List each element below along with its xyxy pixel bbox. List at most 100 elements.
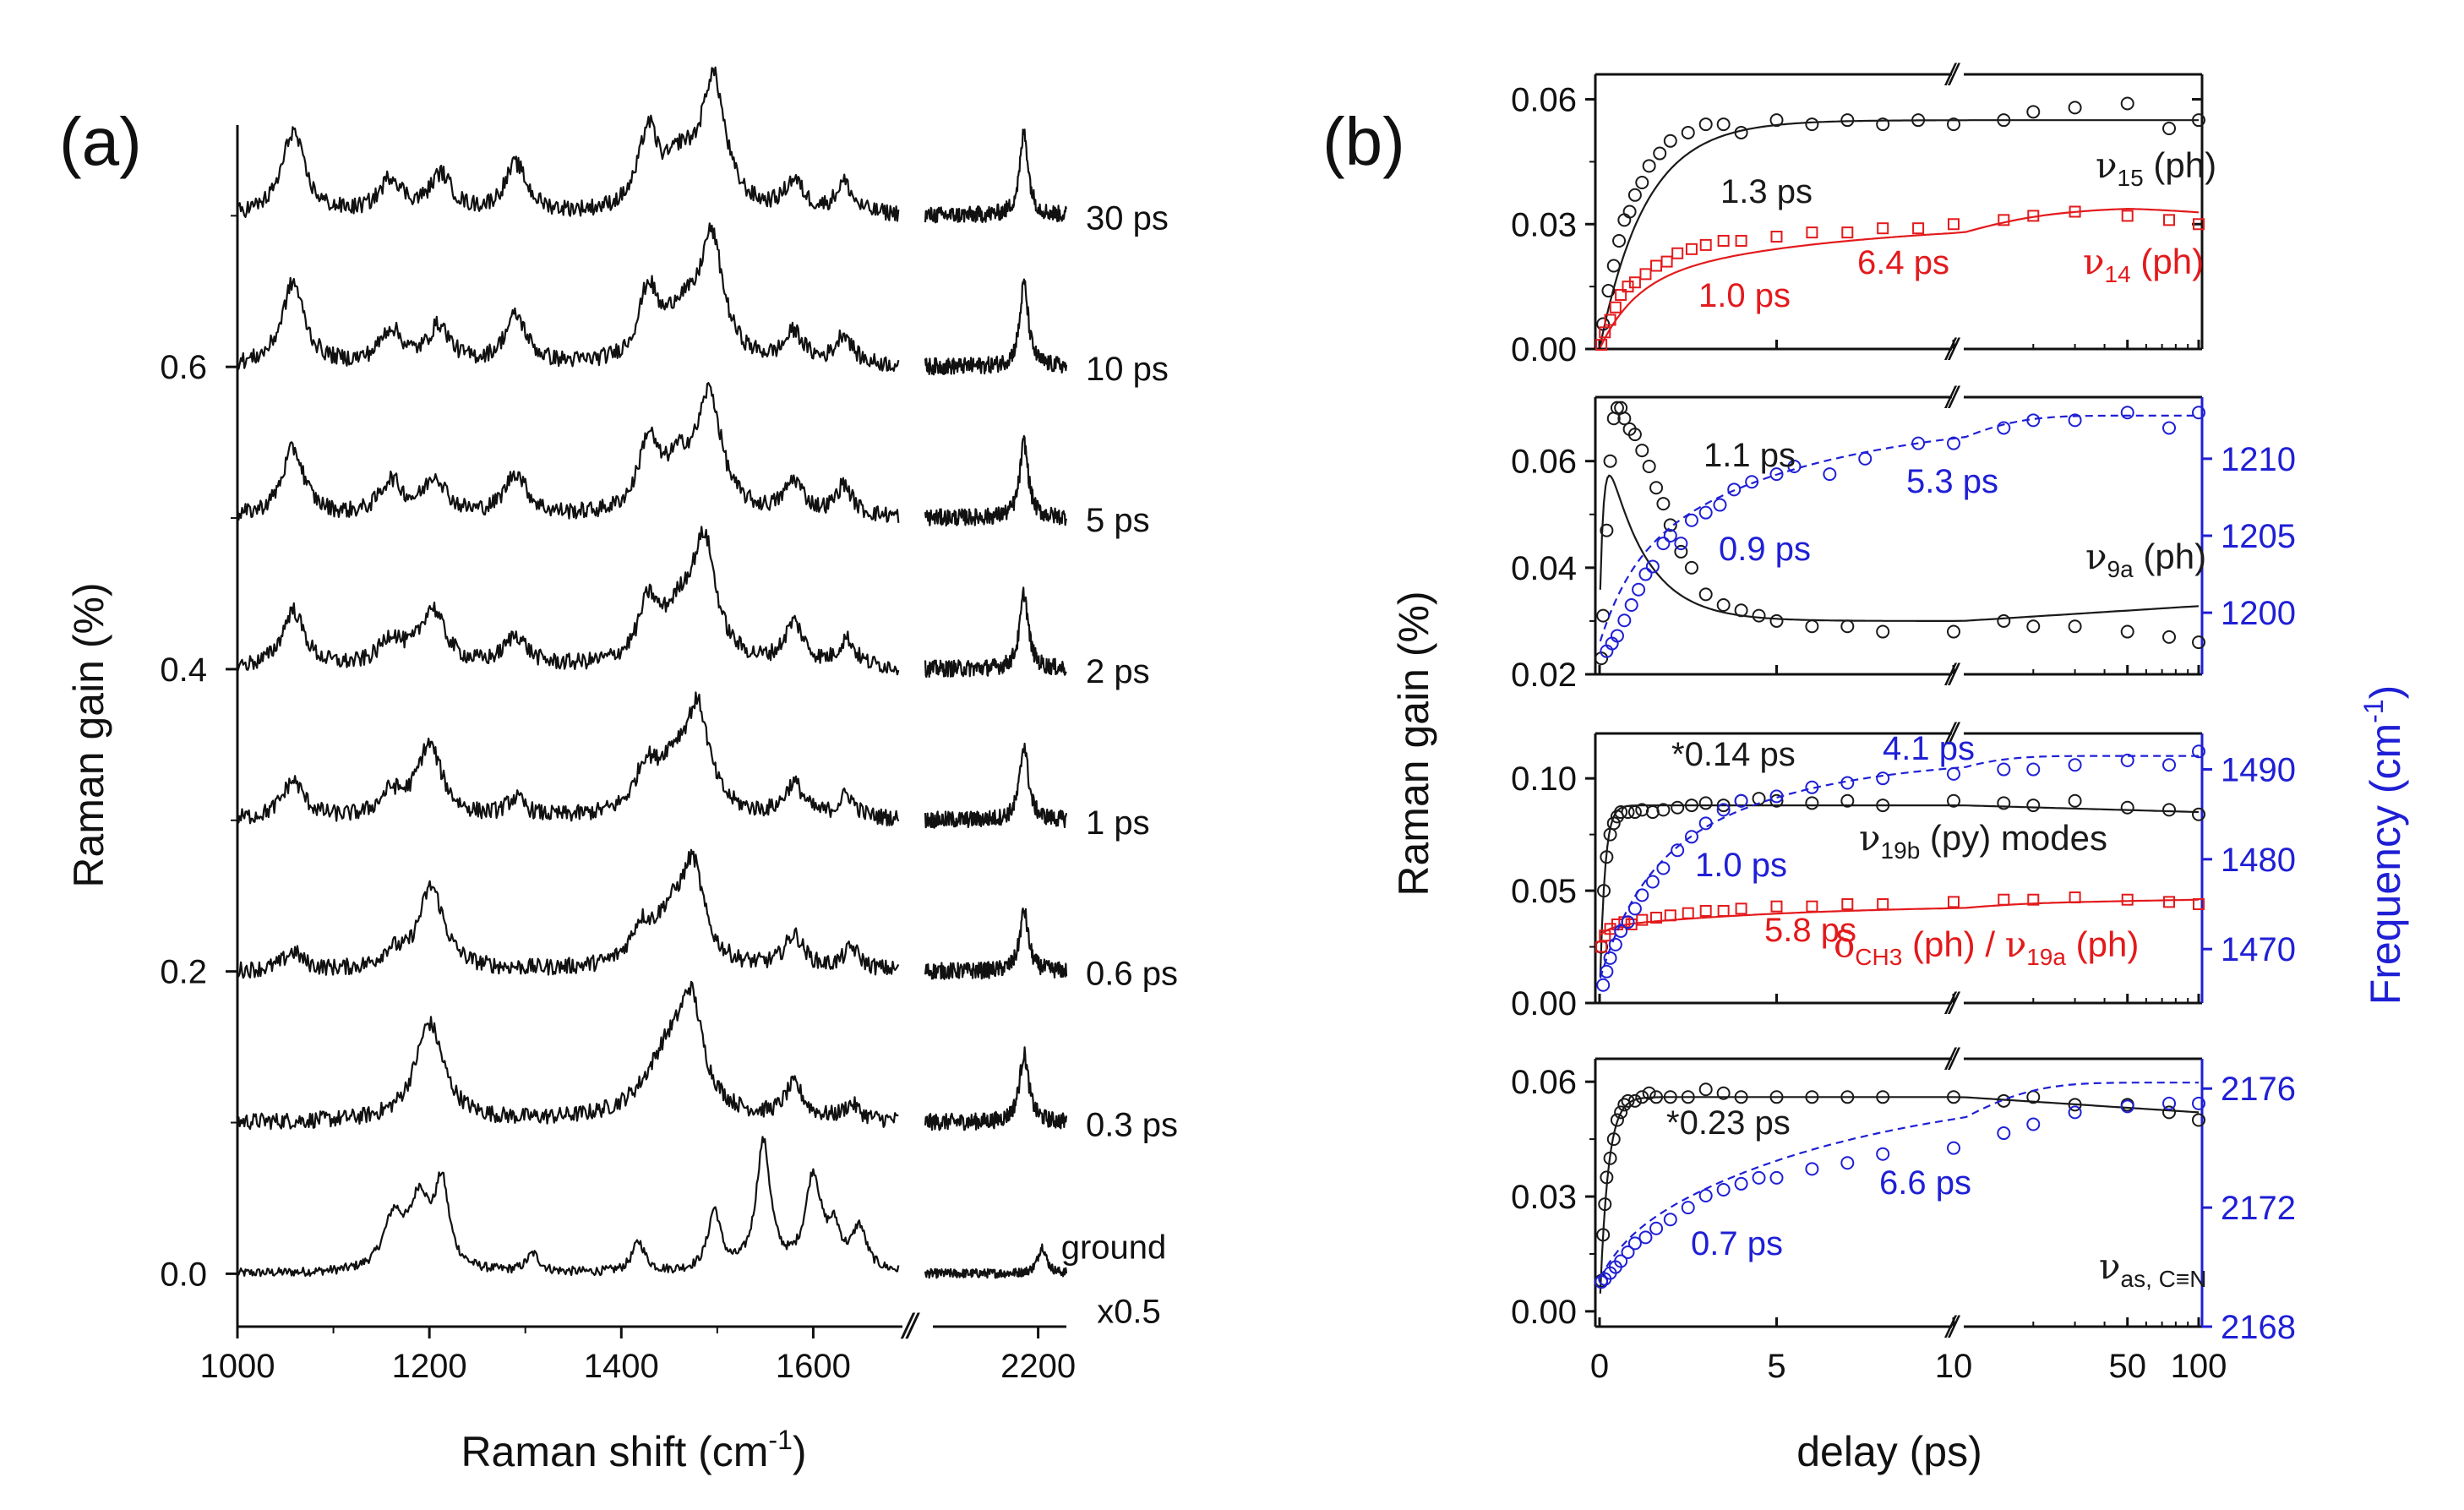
spectrum-trace-0.3-ps-high — [924, 1046, 1068, 1131]
data-point — [2068, 758, 2082, 772]
data-point — [1645, 559, 1660, 574]
data-point — [1716, 117, 1731, 132]
data-point — [1716, 803, 1731, 817]
data-point — [2069, 205, 2081, 218]
data-point — [1716, 1182, 1731, 1197]
data-point — [2163, 214, 2176, 226]
xtick-label: 50 — [2108, 1348, 2146, 1385]
data-point — [1840, 1156, 1855, 1170]
data-point — [1998, 214, 2010, 226]
data-point — [1635, 1090, 1649, 1104]
panel-b-y2label: Frequency (cm-1) — [2358, 685, 2409, 1006]
time-constant-label: *0.14 ps — [1671, 736, 1796, 773]
data-point — [2120, 96, 2134, 111]
data-point — [2162, 758, 2177, 772]
data-point — [2192, 1096, 2205, 1110]
data-point — [1622, 204, 1637, 219]
axis-break-gap — [1952, 723, 1964, 744]
data-point — [1601, 284, 1616, 298]
data-point — [2068, 1105, 2082, 1120]
data-point — [1606, 1132, 1621, 1147]
data-point — [1911, 113, 1926, 128]
data-point — [2120, 406, 2134, 420]
xtick-label: 100 — [2171, 1348, 2227, 1385]
data-point — [1699, 238, 1712, 251]
data-point — [1713, 498, 1727, 512]
axis-break-gap — [1952, 387, 1964, 407]
data-point — [1997, 762, 2011, 777]
data-point — [1663, 1090, 1677, 1104]
data-point — [1663, 134, 1677, 148]
data-point — [1614, 1105, 1628, 1120]
data-point — [2027, 893, 2040, 906]
data-point — [1698, 1082, 1713, 1097]
panel-a-xlabel: Raman shift (cm-1) — [461, 1425, 806, 1475]
data-point — [1752, 792, 1766, 806]
data-point — [2026, 413, 2041, 428]
trace-label: 0.6 ps — [1086, 956, 1178, 993]
data-point — [2192, 807, 2205, 821]
data-point — [1600, 1170, 1614, 1185]
data-point — [1698, 505, 1713, 520]
data-point — [1627, 1093, 1642, 1108]
y2tick-label: 2168 — [2221, 1309, 2296, 1346]
data-point — [1877, 898, 1889, 911]
data-point — [1698, 587, 1713, 602]
xtick-label: 5 — [1767, 1348, 1785, 1385]
panel-b-ylabel: Raman gain (%) — [1390, 591, 1437, 896]
data-point — [2068, 619, 2082, 634]
data-point — [1627, 902, 1642, 916]
data-point — [1627, 1236, 1642, 1251]
data-point — [1876, 117, 1890, 132]
data-point — [2120, 753, 2134, 767]
trace-label: 2 ps — [1086, 653, 1150, 690]
data-point — [2026, 1117, 2041, 1131]
data-point — [1600, 850, 1614, 864]
data-point — [2193, 218, 2205, 231]
data-point — [1650, 911, 1663, 924]
panel-a-xtick-label: 1400 — [584, 1348, 659, 1385]
panel-a-ytick-label: 0.2 — [160, 954, 207, 991]
time-constant-label: 1.0 ps — [1695, 847, 1787, 884]
data-point — [1805, 1162, 1819, 1176]
data-point — [1745, 475, 1759, 489]
data-point — [2162, 421, 2177, 435]
data-point — [1716, 598, 1731, 612]
data-point — [1610, 401, 1624, 415]
data-point — [1805, 796, 1819, 810]
data-point — [2026, 619, 2041, 634]
panel-a-ytick-label: 0.0 — [160, 1256, 207, 1293]
data-point — [1769, 1090, 1784, 1104]
data-point — [1595, 339, 1608, 352]
data-point — [1671, 800, 1685, 815]
panel-a-xtick-label: 1600 — [776, 1348, 851, 1385]
ytick-label: 0.06 — [1511, 444, 1577, 481]
spectrum-trace-1-ps-high — [924, 742, 1068, 829]
data-point — [1642, 159, 1656, 173]
xtick-label: 10 — [1935, 1348, 1973, 1385]
data-point — [2120, 1099, 2134, 1114]
trace-label: 10 ps — [1086, 351, 1169, 388]
data-point — [2120, 800, 2134, 815]
data-point — [1621, 1245, 1635, 1259]
data-point — [1598, 1197, 1612, 1212]
data-point — [1639, 268, 1652, 281]
panel-a-xtick-label: 1200 — [392, 1348, 467, 1385]
data-point — [1840, 113, 1855, 128]
data-point — [1840, 793, 1855, 808]
data-point — [1734, 603, 1748, 618]
panel-a-traces — [236, 66, 1068, 1279]
data-point — [1840, 619, 1855, 634]
ytick-label: 0.00 — [1511, 1294, 1577, 1331]
data-point — [2162, 1105, 2177, 1120]
data-point — [2121, 210, 2134, 222]
data-point — [1674, 537, 1688, 551]
data-point — [1681, 1090, 1695, 1104]
data-point — [1876, 624, 1890, 639]
time-constant-label: 4.1 ps — [1883, 730, 1975, 767]
spectrum-trace-2-ps-low — [236, 526, 900, 676]
data-point — [1877, 222, 1889, 235]
